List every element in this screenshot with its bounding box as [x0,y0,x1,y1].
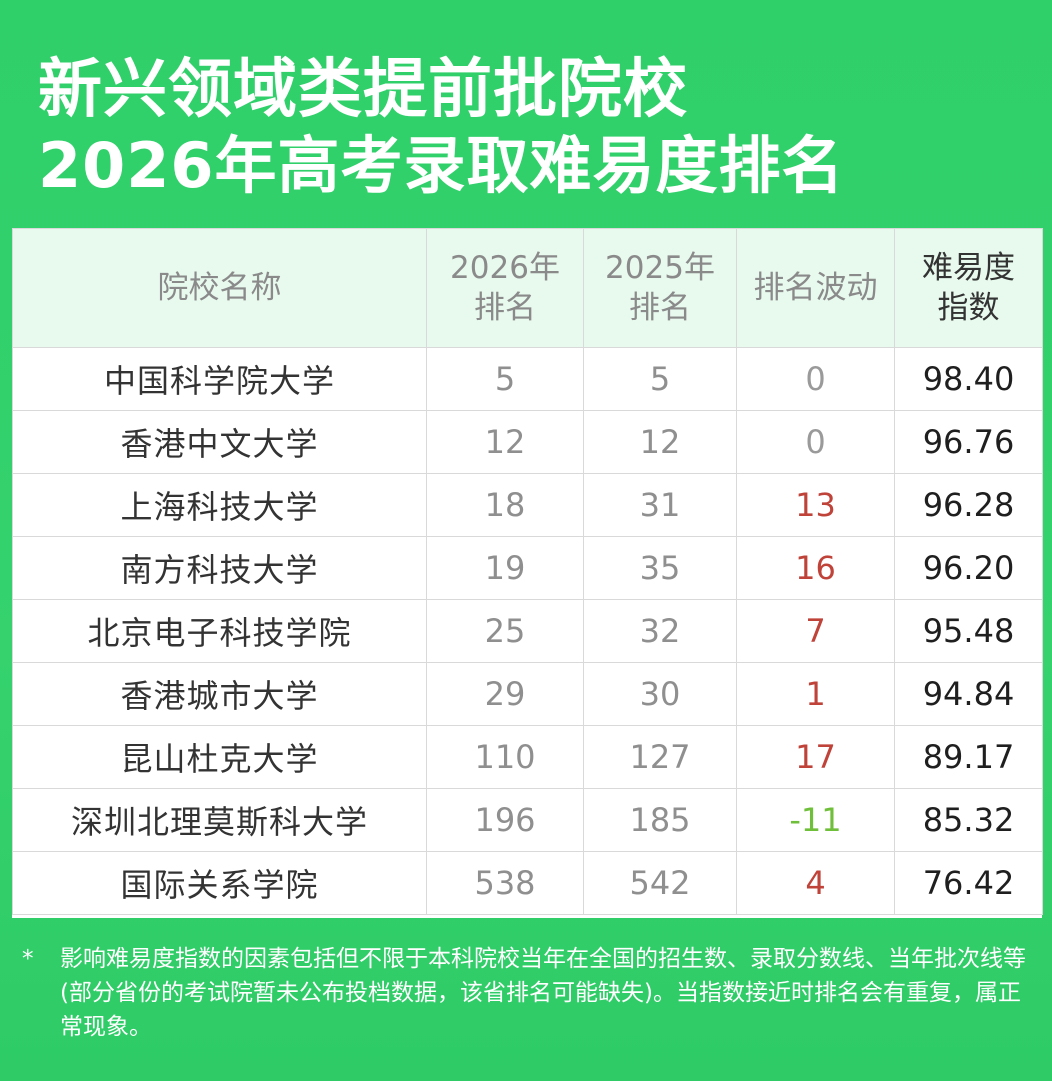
cell-rank-change: 17 [736,725,895,789]
cell-rank-2026: 29 [426,662,584,726]
table-row: 昆山杜克大学 110 127 17 89.17 [12,725,1043,789]
table-row: 南方科技大学 19 35 16 96.20 [12,536,1043,600]
cell-rank-change: 7 [736,599,895,663]
cell-school: 昆山杜克大学 [12,725,427,789]
header-index-line-2: 指数 [937,290,1000,326]
footnote-text: 影响难易度指数的因素包括但不限于本科院校当年在全国的招生数、录取分数线、当年批次… [60,946,1026,1040]
cell-rank-2025: 32 [583,599,737,663]
cell-difficulty-index: 89.17 [894,725,1043,789]
header-rank-2025-year: 2025年 [605,250,715,286]
table-row: 深圳北理莫斯科大学 196 185 -11 85.32 [12,788,1043,852]
header-school: 院校名称 [12,228,427,348]
table-row: 中国科学院大学 5 5 0 98.40 [12,347,1043,411]
cell-school: 南方科技大学 [12,536,427,600]
cell-rank-2025: 542 [583,851,737,915]
table-header-row: 院校名称 2026年 排名 2025年 排名 排名波动 难易度 指数 [12,228,1043,348]
cell-rank-2026: 5 [426,347,584,411]
cell-rank-change: 0 [736,347,895,411]
page-title-line-1: 新兴领域类提前批院校 [38,53,688,127]
ranking-table: 院校名称 2026年 排名 2025年 排名 排名波动 难易度 指数 中国科学院… [12,228,1043,915]
footnote-asterisk: * [22,946,34,972]
table-row: 北京电子科技学院 25 32 7 95.48 [12,599,1043,663]
cell-difficulty-index: 76.42 [894,851,1043,915]
cell-school: 香港中文大学 [12,410,427,474]
cell-rank-2026: 12 [426,410,584,474]
cell-rank-change: -11 [736,788,895,852]
cell-rank-2025: 185 [583,788,737,852]
cell-rank-2025: 31 [583,473,737,537]
cell-school: 深圳北理莫斯科大学 [12,788,427,852]
header-index-line-1: 难易度 [922,250,1015,286]
header-rank-2025-label: 排名 [629,290,691,326]
page-title-line-2: 2026年高考录取难易度排名 [38,129,845,202]
cell-rank-2026: 196 [426,788,584,852]
cell-school: 北京电子科技学院 [12,599,427,663]
cell-rank-change: 16 [736,536,895,600]
header-rank-2026-label: 排名 [474,290,536,326]
table-body: 中国科学院大学 5 5 0 98.40 香港中文大学 12 12 0 96.76… [12,347,1043,915]
cell-rank-2025: 35 [583,536,737,600]
table-row: 上海科技大学 18 31 13 96.28 [12,473,1043,537]
cell-rank-change: 13 [736,473,895,537]
cell-rank-2026: 538 [426,851,584,915]
cell-school: 国际关系学院 [12,851,427,915]
cell-difficulty-index: 98.40 [894,347,1043,411]
cell-rank-2025: 127 [583,725,737,789]
header-rank-change: 排名波动 [736,228,895,348]
cell-difficulty-index: 94.84 [894,662,1043,726]
footnote: * 影响难易度指数的因素包括但不限于本科院校当年在全国的招生数、录取分数线、当年… [22,942,1032,1044]
header-rank-2026: 2026年 排名 [426,228,584,348]
cell-school: 上海科技大学 [12,473,427,537]
title-block: 新兴领域类提前批院校 2026年高考录取难易度排名 [38,40,1038,210]
cell-rank-2026: 110 [426,725,584,789]
cell-rank-2025: 30 [583,662,737,726]
cell-difficulty-index: 96.76 [894,410,1043,474]
cell-school: 香港城市大学 [12,662,427,726]
cell-rank-2025: 5 [583,347,737,411]
cell-rank-change: 4 [736,851,895,915]
cell-rank-2026: 19 [426,536,584,600]
header-difficulty-index: 难易度 指数 [894,228,1043,348]
table-row: 香港城市大学 29 30 1 94.84 [12,662,1043,726]
table-row: 香港中文大学 12 12 0 96.76 [12,410,1043,474]
cell-rank-2026: 18 [426,473,584,537]
header-rank-2025: 2025年 排名 [583,228,737,348]
header-rank-2026-year: 2026年 [450,250,560,286]
cell-rank-2026: 25 [426,599,584,663]
cell-rank-change: 1 [736,662,895,726]
cell-difficulty-index: 85.32 [894,788,1043,852]
cell-rank-change: 0 [736,410,895,474]
cell-difficulty-index: 95.48 [894,599,1043,663]
cell-difficulty-index: 96.20 [894,536,1043,600]
cell-difficulty-index: 96.28 [894,473,1043,537]
table-row: 国际关系学院 538 542 4 76.42 [12,851,1043,915]
cell-rank-2025: 12 [583,410,737,474]
cell-school: 中国科学院大学 [12,347,427,411]
ranking-table-card: 院校名称 2026年 排名 2025年 排名 排名波动 难易度 指数 中国科学院… [12,228,1043,918]
